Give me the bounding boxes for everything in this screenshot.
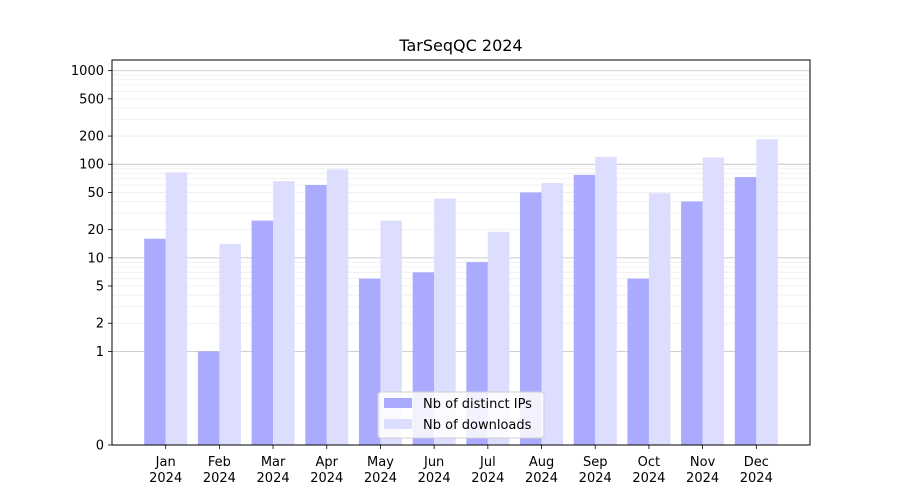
x-tick-label: Jun 2024 [418, 455, 451, 486]
x-tick-month: May [367, 455, 394, 470]
x-tick-year: 2024 [686, 471, 719, 486]
x-tick-year: 2024 [257, 471, 290, 486]
legend-label: Nb of downloads [423, 418, 532, 433]
y-tick-label: 500 [79, 92, 104, 107]
x-tick-month: Mar [261, 455, 286, 470]
x-tick-label: Dec 2024 [740, 455, 773, 486]
bar-distinct-ips [573, 174, 596, 445]
y-tick-label: 0 [96, 439, 104, 454]
x-tick-year: 2024 [525, 471, 558, 486]
x-tick-month: Feb [208, 455, 231, 470]
bar-downloads [326, 169, 349, 446]
legend-box [377, 391, 545, 439]
x-tick-label: Jan 2024 [149, 455, 182, 486]
bar-distinct-ips [734, 177, 757, 446]
bar-distinct-ips [627, 278, 649, 445]
x-tick-month: Jan [155, 455, 176, 470]
x-tick-year: 2024 [149, 471, 182, 486]
x-tick-month: Nov [690, 455, 716, 470]
bar-downloads [648, 193, 671, 445]
x-tick-month: Apr [316, 455, 339, 470]
bar-downloads [702, 157, 725, 445]
x-tick-month: Jun [423, 455, 444, 470]
bar-downloads [541, 183, 564, 446]
legend-swatch [384, 419, 412, 429]
bar-downloads [273, 181, 295, 445]
bar-distinct-ips [144, 238, 166, 445]
x-tick-year: 2024 [203, 471, 236, 486]
y-tick-label: 5 [96, 280, 104, 295]
x-tick-label: Mar 2024 [257, 455, 290, 486]
bar-distinct-ips [520, 192, 542, 445]
x-tick-label: Apr 2024 [310, 455, 343, 486]
bar-distinct-ips [358, 278, 381, 445]
plot-frame [111, 59, 811, 446]
x-tick-year: 2024 [418, 471, 451, 486]
bar-distinct-ips [251, 220, 274, 445]
x-tick-year: 2024 [632, 471, 665, 486]
x-tick-label: Aug 2024 [525, 455, 558, 486]
y-tick-label: 50 [87, 186, 104, 201]
x-tick-month: Jul [479, 455, 496, 470]
x-tick-month: Aug [529, 455, 554, 470]
bar-distinct-ips [197, 351, 220, 445]
x-tick-label: Oct 2024 [632, 455, 665, 486]
bar-downloads [380, 220, 402, 445]
chart-title: TarSeqQC 2024 [398, 36, 522, 55]
y-tick-label: 10 [87, 251, 104, 266]
x-tick-month: Dec [744, 455, 769, 470]
x-tick-year: 2024 [364, 471, 397, 486]
bar-downloads [219, 244, 241, 445]
x-tick-year: 2024 [579, 471, 612, 486]
bar-distinct-ips [305, 185, 327, 445]
x-tick-year: 2024 [310, 471, 343, 486]
x-tick-year: 2024 [471, 471, 504, 486]
legend-label: Nb of distinct IPs [423, 397, 532, 412]
x-tick-label: Feb 2024 [203, 455, 236, 486]
y-tick-label: 100 [79, 158, 104, 173]
x-tick-month: Sep [583, 455, 608, 470]
x-tick-month: Oct [638, 455, 660, 470]
x-tick-label: May 2024 [364, 455, 397, 486]
bar-downloads [434, 198, 456, 445]
legend-swatch [384, 398, 412, 408]
y-tick-label: 200 [79, 130, 104, 145]
x-tick-label: Sep 2024 [579, 455, 612, 486]
y-tick-label: 2 [96, 317, 104, 332]
bar-distinct-ips [681, 201, 703, 445]
x-tick-year: 2024 [740, 471, 773, 486]
bar-downloads [595, 156, 617, 446]
y-tick-label: 20 [87, 223, 104, 238]
bar-downloads [165, 172, 188, 446]
y-tick-label: 1 [96, 345, 104, 360]
bar-downloads [756, 139, 778, 445]
x-tick-label: Nov 2024 [686, 455, 719, 486]
y-tick-label: 1000 [71, 64, 104, 79]
x-tick-label: Jul 2024 [471, 455, 504, 486]
